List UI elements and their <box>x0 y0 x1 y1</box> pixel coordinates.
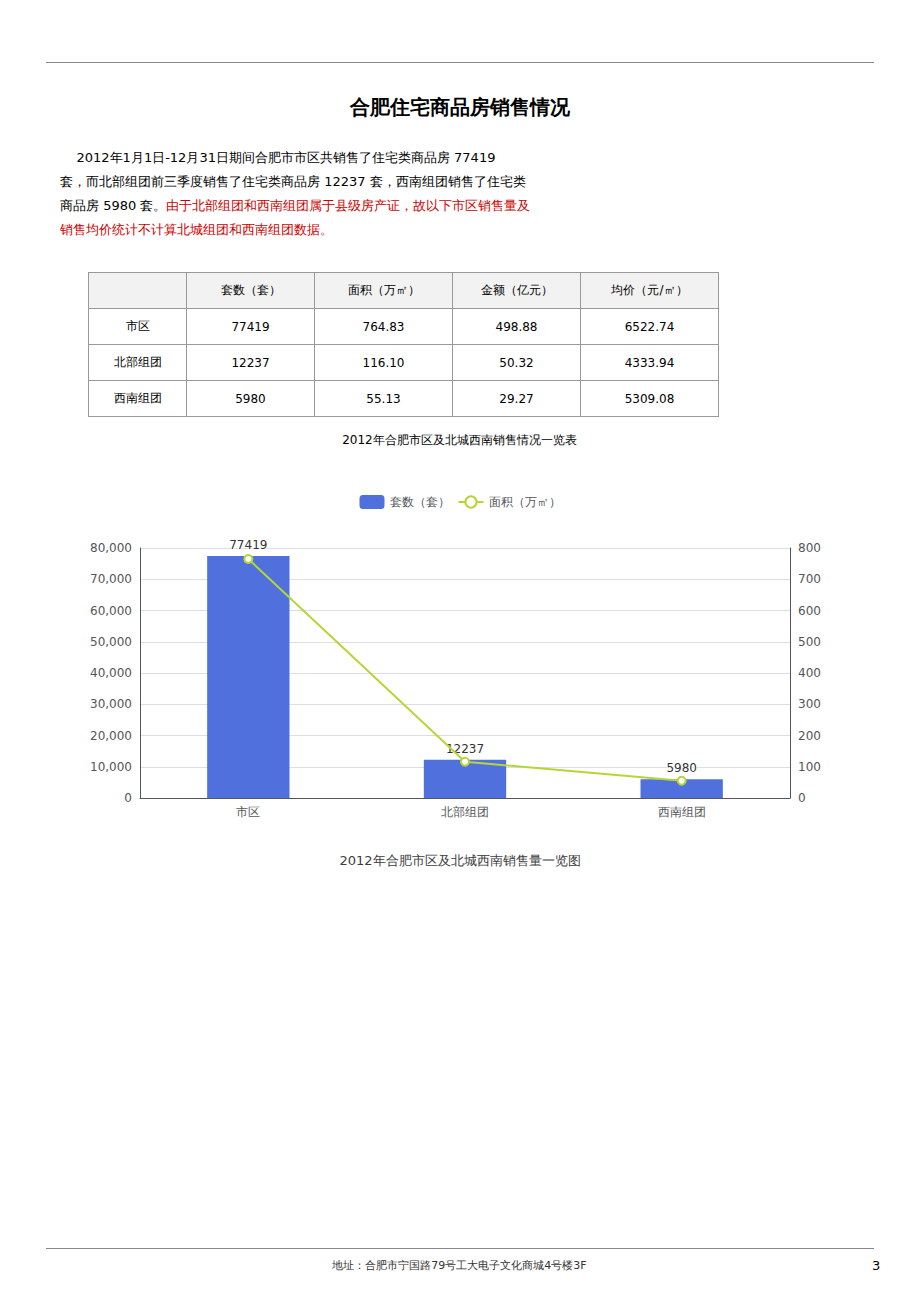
svg-text:300: 300 <box>798 697 821 711</box>
html-text:市区: 市区 <box>125 319 150 333</box>
html-text:6522.74: 6522.74 <box>624 319 675 334</box>
svg-text:60,000: 60,000 <box>90 604 132 618</box>
html-text:3: 3 <box>872 1258 881 1273</box>
svg-text:西南组团: 西南组团 <box>658 805 706 819</box>
svg-text:600: 600 <box>798 604 821 618</box>
svg-text:套数（套）: 套数（套） <box>390 495 450 509</box>
html-text:套数（套）: 套数（套） <box>220 283 281 297</box>
svg-text:70,000: 70,000 <box>90 572 132 586</box>
html-text:5980: 5980 <box>235 391 266 406</box>
html-text:2012年1月1日-12月31日期间合肥市市区共销售了住宅类: 2012年1月1日-12月31日期间合肥市市区共销售了住宅类商品房 77419 <box>60 150 496 165</box>
svg-text:700: 700 <box>798 572 821 586</box>
html-text:5309.08: 5309.08 <box>624 391 675 406</box>
html-text:4333.94: 4333.94 <box>624 355 675 370</box>
html-text:764.83: 764.83 <box>362 319 405 334</box>
svg-text:800: 800 <box>798 541 821 555</box>
html-text:西南组团: 西南组团 <box>113 391 162 405</box>
html-text:498.88: 498.88 <box>495 319 538 334</box>
html-text:套，而北部组团前三季度销售了住宅类商品房 12237 套，西: 套，而北部组团前三季度销售了住宅类商品房 12237 套，西南组团销售了住宅类 <box>60 174 526 189</box>
html-text:116.10: 116.10 <box>362 355 405 370</box>
svg-text:12237: 12237 <box>445 741 485 756</box>
html-text:2012年合肥市区及北城西南销售情况一览表: 2012年合肥市区及北城西南销售情况一览表 <box>342 433 577 447</box>
html-text:77419: 77419 <box>231 319 270 334</box>
html-text:12237: 12237 <box>231 355 270 370</box>
svg-text:500: 500 <box>798 635 821 649</box>
svg-text:50,000: 50,000 <box>90 635 132 649</box>
html-text:合肥住宅商品房销售情况: 合肥住宅商品房销售情况 <box>349 95 570 119</box>
html-text:地址：合肥市宁国路79号工大电子文化商城4号楼3F: 地址：合肥市宁国路79号工大电子文化商城4号楼3F <box>332 1259 587 1272</box>
svg-text:400: 400 <box>798 666 821 680</box>
html-text:55.13: 55.13 <box>366 391 401 406</box>
svg-text:0: 0 <box>124 791 132 805</box>
html-text:面积（万㎡）: 面积（万㎡） <box>347 283 420 297</box>
svg-text:40,000: 40,000 <box>90 666 132 680</box>
svg-text:30,000: 30,000 <box>90 697 132 711</box>
svg-text:0: 0 <box>798 791 806 805</box>
svg-text:100: 100 <box>798 760 821 774</box>
svg-text:面积（万㎡）: 面积（万㎡） <box>489 495 561 509</box>
svg-text:北部组团: 北部组团 <box>441 805 489 819</box>
html-text:50.32: 50.32 <box>499 355 534 370</box>
svg-text:10,000: 10,000 <box>90 760 132 774</box>
svg-text:5980: 5980 <box>666 761 697 775</box>
svg-text:市区: 市区 <box>236 805 260 819</box>
html-text:29.27: 29.27 <box>499 391 534 406</box>
html-text:北部组团: 北部组团 <box>113 355 162 369</box>
html-text:商品房 5980 套。由于北部组团和西南组团属于县级房产证，: 商品房 5980 套。由于北部组团和西南组团属于县级房产证，故以下市区销售量及 <box>60 198 531 213</box>
svg-text:80,000: 80,000 <box>90 541 132 555</box>
html-text:销售均价统计不计算北城组团和西南组团数据。: 销售均价统计不计算北城组团和西南组团数据。 <box>60 222 333 237</box>
svg-text:200: 200 <box>798 729 821 743</box>
html-text:金额（亿元）: 金额（亿元） <box>480 283 553 297</box>
svg-text:20,000: 20,000 <box>90 729 132 743</box>
svg-text:77419: 77419 <box>229 538 267 552</box>
svg-text:2012年合肥市区及北城西南销售量一览图: 2012年合肥市区及北城西南销售量一览图 <box>339 853 580 868</box>
html-text:均价（元/㎡）: 均价（元/㎡） <box>611 283 688 297</box>
